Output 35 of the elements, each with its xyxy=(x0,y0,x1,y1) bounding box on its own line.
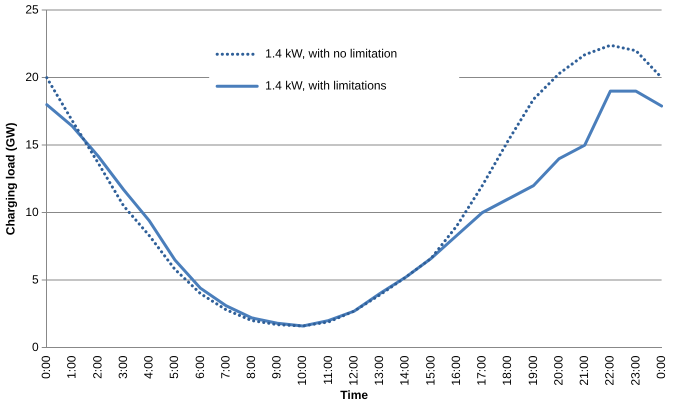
y-tick-label: 20 xyxy=(25,70,40,84)
x-tick-label: 4:00 xyxy=(142,355,156,379)
x-tick-label: 21:00 xyxy=(577,355,592,386)
x-tick-label: 9:00 xyxy=(270,355,284,379)
x-tick-label: 3:00 xyxy=(116,355,130,379)
x-tick-label: 6:00 xyxy=(192,355,207,379)
y-tick-label: 5 xyxy=(32,272,40,286)
x-tick-label: 15:00 xyxy=(423,355,438,386)
x-tick-label: 1:00 xyxy=(64,355,79,379)
x-tick-label: 5:00 xyxy=(167,355,182,379)
x-tick-label: 12:00 xyxy=(346,355,360,386)
y-tick-label: 25 xyxy=(25,2,40,17)
x-tick-label: 7:00 xyxy=(218,355,232,379)
y-tick-label: 0 xyxy=(32,340,40,354)
legend-label: 1.4 kW, with no limitation xyxy=(265,46,398,61)
x-tick-label: 18:00 xyxy=(500,355,514,386)
x-tick-label: 23:00 xyxy=(628,355,642,386)
x-tick-label: 20:00 xyxy=(551,355,566,386)
x-tick-label: 22:00 xyxy=(602,355,617,386)
x-tick-label: 16:00 xyxy=(448,355,463,386)
x-tick-label: 0:00 xyxy=(654,355,668,379)
y-tick-label: 10 xyxy=(25,204,40,219)
y-tick-label: 15 xyxy=(25,137,40,152)
x-tick-label: 2:00 xyxy=(90,355,104,379)
x-tick-label: 0:00 xyxy=(39,355,54,379)
x-tick-label: 14:00 xyxy=(398,355,412,386)
x-tick-label: 10:00 xyxy=(295,355,310,386)
x-tick-label: 13:00 xyxy=(372,355,386,386)
x-axis-title: Time xyxy=(340,388,368,402)
x-tick-label: 11:00 xyxy=(320,355,335,385)
y-axis-title: Charging load (GW) xyxy=(4,122,18,236)
x-tick-label: 19:00 xyxy=(526,355,540,386)
x-tick-label: 17:00 xyxy=(474,355,489,386)
x-tick-label: 8:00 xyxy=(244,355,258,379)
legend-label: 1.4 kW, with limitations xyxy=(265,78,387,93)
